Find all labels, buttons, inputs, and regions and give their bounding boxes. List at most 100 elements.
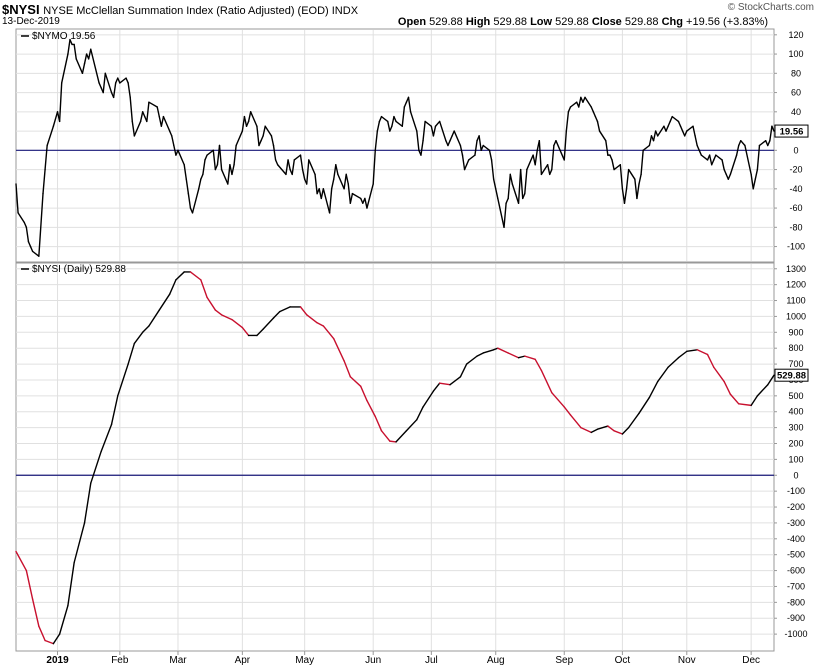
nymo-line-segment xyxy=(198,178,202,190)
month-label: May xyxy=(295,655,314,666)
nymo-line-segment xyxy=(351,192,362,200)
nysi-line-segment xyxy=(100,423,113,453)
nymo-line-segment xyxy=(517,168,522,204)
nymo-line-segment xyxy=(102,72,107,94)
nysi-line-segment xyxy=(657,366,669,383)
nymo-line-segment xyxy=(308,159,316,176)
nymo-line-segment xyxy=(60,53,69,84)
nysi-line-segment xyxy=(482,349,495,354)
nymo-line-segment xyxy=(249,111,258,127)
nysi-line-segment xyxy=(465,355,478,365)
nymo-line-segment xyxy=(46,125,55,147)
nymo-line-segment xyxy=(256,125,260,147)
nysi-line-segment xyxy=(299,306,308,316)
nymo-line-segment xyxy=(463,164,468,171)
y-tick-label: 900 xyxy=(788,327,803,337)
nysi-line-segment xyxy=(158,293,171,311)
y-tick-label: -300 xyxy=(787,518,805,528)
close-value: 529.88 xyxy=(624,16,659,28)
nymo-line-segment xyxy=(306,159,310,185)
nymo-line-segment xyxy=(594,115,599,123)
nymo-line-segment xyxy=(112,82,117,99)
y-tick-label: 1300 xyxy=(786,264,806,274)
nymo-line-segment xyxy=(171,135,175,147)
y-tick-label: 800 xyxy=(788,343,803,353)
nysi-line-segment xyxy=(667,357,680,368)
nymo-line-segment xyxy=(264,125,273,137)
nysi-line-segment xyxy=(322,325,335,340)
nysi-line-segment xyxy=(141,325,150,333)
nymo-line-segment xyxy=(565,111,570,132)
nymo-line-segment xyxy=(299,154,304,171)
nymo-line-segment xyxy=(262,125,266,137)
nymo-line-segment xyxy=(638,173,642,185)
nysi-line-segment xyxy=(590,428,599,434)
y-tick-label: -800 xyxy=(787,597,805,607)
nymo-line-segment xyxy=(490,159,495,180)
nysi-line-segment xyxy=(366,399,376,418)
nymo-line-segment xyxy=(258,139,262,147)
open-label: Open xyxy=(397,16,427,28)
y-tick-label: -60 xyxy=(789,203,802,213)
symbol: $NYSI xyxy=(2,2,40,17)
nymo-line-segment xyxy=(202,159,206,176)
nymo-line-segment xyxy=(44,144,48,171)
month-label: Nov xyxy=(678,655,696,666)
nymo-line-segment xyxy=(52,111,59,127)
nymo-line-segment xyxy=(596,120,601,132)
nymo-line-segment xyxy=(133,120,142,137)
y-tick-label: -600 xyxy=(787,566,805,576)
nysi-line-segment xyxy=(200,279,208,299)
nymo-line-segment xyxy=(403,101,408,108)
nymo-line-segment xyxy=(83,53,88,65)
nymo-line-segment xyxy=(555,139,565,161)
nysi-line-segment xyxy=(492,347,499,351)
nysi-line-segment xyxy=(31,598,40,627)
nymo-line-segment xyxy=(648,135,653,147)
nymo-line-segment xyxy=(711,159,715,166)
month-label: Dec xyxy=(742,655,760,666)
nysi-line-segment xyxy=(44,639,55,645)
nysi-line-segment xyxy=(534,358,543,372)
nymo-line-segment xyxy=(314,173,318,195)
y-tick-label: 1000 xyxy=(786,311,806,321)
nymo-line-segment xyxy=(90,48,100,84)
nymo-line-segment xyxy=(526,154,534,171)
nymo-line-segment xyxy=(640,149,644,176)
nymo-line-segment xyxy=(744,144,752,176)
nymo-line-segment xyxy=(625,168,630,190)
nymo-line-segment xyxy=(465,159,470,166)
nymo-line-segment xyxy=(459,144,464,156)
nymo-line-segment xyxy=(141,111,146,118)
nymo-line-segment xyxy=(395,120,403,127)
nysi-line-segment xyxy=(52,633,61,645)
nymo-line-segment xyxy=(700,154,709,161)
nymo-line-segment xyxy=(642,144,651,152)
nymo-line-segment xyxy=(723,168,727,176)
nymo-line-segment xyxy=(274,159,279,166)
nymo-line-segment xyxy=(696,144,700,152)
nymo-line-segment xyxy=(393,115,397,123)
y-tick-label: 700 xyxy=(788,359,803,369)
nysi-line-segment xyxy=(750,395,759,407)
last-value-label: 529.88 xyxy=(777,371,806,382)
nymo-line-segment xyxy=(654,130,659,137)
nymo-line-segment xyxy=(569,101,578,108)
low-label: Low xyxy=(530,16,553,28)
nysi-line-segment xyxy=(83,482,92,524)
nymo-line-segment xyxy=(667,120,671,127)
nymo-line-segment xyxy=(671,115,680,123)
chart-date: 13-Dec-2019 xyxy=(2,16,60,27)
nymo-line-segment xyxy=(665,125,669,132)
nymo-line-segment xyxy=(177,149,185,166)
nymo-line-segment xyxy=(505,197,509,204)
y-tick-label: -500 xyxy=(787,550,805,560)
nysi-line-segment xyxy=(706,353,715,368)
nymo-line-segment xyxy=(117,77,121,84)
nymo-line-segment xyxy=(330,178,335,190)
nymo-line-segment xyxy=(131,120,136,137)
nysi-line-segment xyxy=(262,317,275,330)
nymo-line-segment xyxy=(212,149,217,171)
nysi-line-segment xyxy=(272,310,281,319)
